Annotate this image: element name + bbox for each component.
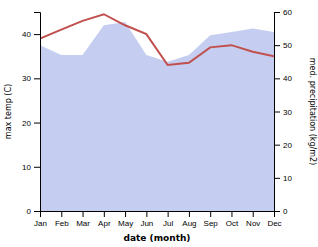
- tick: Feb: [55, 211, 69, 228]
- y2-axis: 0 10 20 30 40 50 60: [274, 8, 292, 216]
- tick-label: 0: [283, 207, 288, 216]
- tick-label: 60: [283, 8, 292, 17]
- tick: Jun: [140, 211, 153, 228]
- axis-line: [41, 212, 275, 218]
- tick: 20: [274, 141, 292, 150]
- axis-line: [275, 13, 281, 212]
- tick-mark: [274, 211, 280, 212]
- tick-label: Aug: [182, 219, 196, 228]
- tick: Nov: [246, 211, 260, 228]
- tick-label: Jul: [163, 219, 173, 228]
- line: [40, 14, 274, 65]
- tick-label: Mar: [76, 219, 90, 228]
- tick-mark: [34, 34, 40, 35]
- tick-label: May: [118, 219, 133, 228]
- tick-label: Feb: [55, 219, 69, 228]
- tick-mark: [210, 211, 211, 217]
- tick-label: 20: [283, 141, 292, 150]
- tick-mark: [104, 211, 105, 217]
- tick-mark: [34, 78, 40, 79]
- tick: 40: [22, 30, 40, 39]
- tick-label: 40: [22, 30, 31, 39]
- tick: 20: [22, 119, 40, 128]
- tick-mark: [146, 211, 147, 217]
- y-axis-title: max temp (C): [4, 84, 13, 139]
- tick-mark: [34, 123, 40, 124]
- tick-label: 20: [22, 119, 31, 128]
- y-axis: 0 10 20 30 40: [22, 13, 40, 217]
- tick: Jan: [34, 211, 47, 228]
- marks: [40, 14, 274, 211]
- tick: Sep: [204, 211, 219, 228]
- tick: Dec: [267, 211, 281, 228]
- tick: Mar: [76, 211, 90, 228]
- tick: 0: [27, 207, 40, 216]
- tick-label: Apr: [98, 219, 111, 228]
- tick: Apr: [98, 211, 111, 228]
- tick: 40: [274, 74, 292, 83]
- tick: 10: [22, 163, 40, 172]
- tick: 50: [274, 41, 292, 50]
- tick-mark: [34, 211, 40, 212]
- axis-line: [34, 13, 41, 212]
- tick: 30: [22, 74, 40, 83]
- y2-axis-title: med. precipitation (kg/m2): [308, 58, 317, 165]
- tick-label: Dec: [267, 219, 281, 228]
- tick-mark: [274, 112, 280, 113]
- tick-label: Oct: [226, 219, 239, 228]
- tick: May: [118, 211, 133, 228]
- chart: JanFebMarAprMayJunJulAugSepOctNovDec0102…: [0, 0, 318, 247]
- tick-mark: [61, 211, 62, 217]
- tick-label: 30: [283, 108, 292, 117]
- tick: 0: [274, 207, 288, 216]
- tick-mark: [125, 211, 126, 217]
- tick-mark: [253, 211, 254, 217]
- tick-label: 10: [22, 163, 31, 172]
- tick-mark: [83, 211, 84, 217]
- tick-mark: [189, 211, 190, 217]
- tick-label: Nov: [246, 219, 260, 228]
- tick-label: 40: [283, 74, 292, 83]
- tick-mark: [168, 211, 169, 217]
- tick-mark: [274, 178, 280, 179]
- tick-mark: [274, 78, 280, 79]
- tick: Jul: [163, 211, 173, 228]
- tick-label: 50: [283, 41, 292, 50]
- tick-mark: [274, 145, 280, 146]
- tick-mark: [34, 167, 40, 168]
- tick-label: Sep: [204, 219, 219, 228]
- tick: 60: [274, 8, 292, 17]
- tick-label: Jun: [140, 219, 153, 228]
- tick: Oct: [226, 211, 239, 228]
- tick-label: 10: [283, 174, 292, 183]
- tick-label: 0: [27, 207, 32, 216]
- tick-mark: [231, 211, 232, 217]
- tick: 30: [274, 108, 292, 117]
- tick-label: 30: [22, 74, 31, 83]
- x-axis: Jan Feb Mar Apr May Jun Jul Aug Sep Oct Nov Dec: [34, 211, 282, 228]
- tick-mark: [274, 45, 280, 46]
- x-axis-title: date (month): [124, 233, 191, 243]
- tick-mark: [274, 12, 280, 13]
- tick: Aug: [182, 211, 196, 228]
- tick-label: Jan: [34, 219, 47, 228]
- plot-area: JanFebMarAprMayJunJulAugSepOctNovDec0102…: [22, 8, 292, 228]
- tick: 10: [274, 174, 292, 183]
